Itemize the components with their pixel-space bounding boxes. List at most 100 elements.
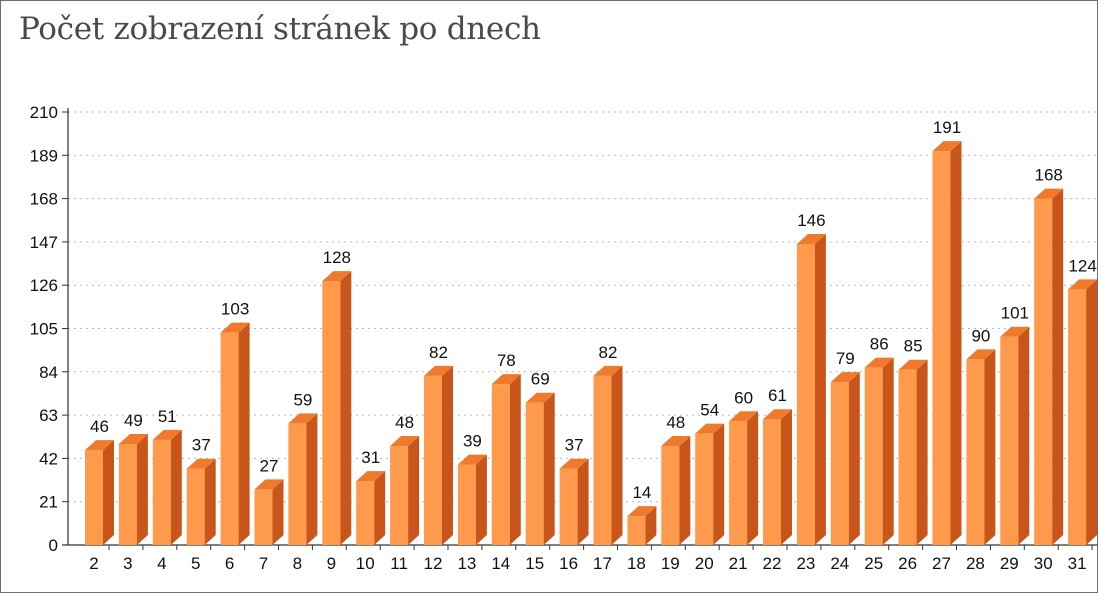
bar-top — [254, 479, 284, 490]
bar-side — [645, 506, 657, 545]
x-tick-label: 21 — [729, 554, 748, 573]
bar-side — [136, 433, 148, 545]
y-tick-label: 105 — [30, 320, 58, 339]
data-label: 101 — [1001, 304, 1029, 323]
x-tick-label: 20 — [695, 554, 714, 573]
data-label: 27 — [260, 456, 279, 475]
bar — [322, 281, 341, 545]
x-tick-label: 4 — [157, 554, 166, 573]
x-tick-label: 10 — [356, 554, 375, 573]
bar-top — [356, 471, 386, 482]
data-label: 37 — [192, 436, 211, 455]
data-label: 78 — [497, 351, 516, 370]
x-tick-label: 19 — [661, 554, 680, 573]
data-label: 82 — [599, 343, 618, 362]
bar-top — [932, 141, 962, 152]
bar-top — [118, 433, 148, 444]
bar-top — [830, 372, 860, 383]
bar-top — [85, 440, 114, 451]
data-label: 60 — [734, 388, 753, 407]
data-label: 59 — [293, 390, 312, 409]
x-tick-label: 8 — [293, 554, 302, 573]
x-tick-label: 3 — [123, 554, 132, 573]
data-label: 168 — [1035, 166, 1063, 185]
x-tick-label: 24 — [830, 554, 849, 573]
bar-side — [1086, 279, 1097, 545]
data-label: 82 — [429, 343, 448, 362]
bar — [525, 402, 544, 545]
bar-side — [543, 392, 555, 545]
x-tick-label: 25 — [864, 554, 883, 573]
x-tick-label: 7 — [259, 554, 268, 573]
data-label: 48 — [395, 413, 414, 432]
bar — [118, 443, 137, 545]
bar-top — [1068, 279, 1097, 290]
x-tick-label: 5 — [191, 554, 200, 573]
x-tick-label: 12 — [424, 554, 443, 573]
bar-side — [238, 322, 250, 545]
x-tick-label: 31 — [1068, 554, 1087, 573]
bar — [966, 359, 985, 545]
bar-side — [577, 458, 589, 545]
data-label: 128 — [323, 248, 351, 267]
bar-top — [593, 365, 623, 376]
bar-side — [916, 359, 928, 545]
x-tick-label: 22 — [763, 554, 782, 573]
bar-top — [864, 357, 894, 368]
x-tick-label: 15 — [525, 554, 544, 573]
data-label: 191 — [933, 118, 961, 137]
bar — [661, 446, 680, 545]
data-label: 90 — [971, 326, 990, 345]
data-label: 146 — [797, 211, 825, 230]
bar-side — [611, 365, 623, 545]
bar-side — [204, 458, 216, 545]
bar — [85, 450, 103, 545]
y-tick-label: 126 — [30, 276, 58, 295]
bar-side — [509, 374, 521, 545]
bar — [627, 516, 646, 545]
data-label: 14 — [632, 483, 651, 502]
data-label: 86 — [870, 335, 889, 354]
bar-side — [781, 409, 792, 545]
x-tick-label: 11 — [390, 554, 408, 573]
bar-side — [475, 454, 487, 545]
bar — [186, 468, 205, 545]
data-label: 103 — [221, 300, 249, 319]
bar — [593, 375, 612, 545]
bar-side — [950, 141, 962, 545]
data-label: 79 — [836, 349, 855, 368]
data-label: 54 — [700, 401, 719, 420]
bar-top — [390, 436, 420, 447]
bar — [796, 243, 815, 545]
bar — [830, 382, 849, 545]
y-tick-label: 42 — [39, 449, 58, 468]
bar-top — [1034, 188, 1064, 199]
x-tick-label: 14 — [491, 554, 510, 573]
data-label: 31 — [361, 448, 380, 467]
y-tick-label: 21 — [39, 493, 58, 512]
bar-side — [374, 471, 386, 545]
bar-side — [272, 479, 284, 545]
x-tick-label: 17 — [593, 554, 612, 573]
data-label: 48 — [666, 413, 685, 432]
bar-top — [424, 365, 453, 376]
x-tick-label: 18 — [627, 554, 646, 573]
bar-top — [966, 349, 996, 360]
y-tick-label: 63 — [39, 406, 58, 425]
bar-top — [152, 429, 182, 440]
bar — [695, 433, 714, 545]
bar — [1000, 336, 1019, 545]
y-tick-label: 0 — [49, 536, 58, 555]
bar — [1068, 289, 1087, 545]
x-tick-label: 26 — [898, 554, 917, 573]
data-label: 124 — [1068, 256, 1096, 275]
bar-top — [288, 413, 318, 424]
bar-side — [340, 271, 352, 545]
data-label: 39 — [463, 432, 482, 451]
bar-top — [661, 436, 691, 447]
data-label: 37 — [565, 436, 584, 455]
data-label: 51 — [158, 407, 177, 426]
bar — [254, 489, 273, 545]
bar-top — [457, 454, 487, 465]
